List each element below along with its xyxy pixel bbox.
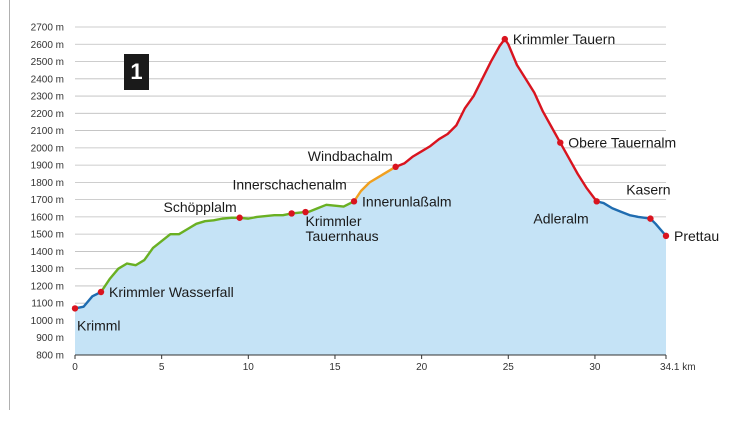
y-tick-label: 1100 m [31,299,64,310]
waypoint-label: Krimmler Tauern [513,31,615,47]
y-tick-label: 1900 m [31,161,64,172]
elevation-area [75,39,666,356]
x-tick-label: 0 [72,362,78,373]
route-segment-orange [352,165,397,203]
y-tick-label: 1400 m [31,247,64,258]
x-tick-label: 5 [159,362,165,373]
x-tick-label: 30 [589,362,601,373]
y-tick-label: 1200 m [31,281,64,292]
waypoint-label: Kasern [626,182,670,198]
y-tick-label: 1800 m [31,178,64,189]
waypoint-marker [71,305,79,312]
waypoint-label: Prettau [674,228,719,244]
page-left-rule [9,0,10,410]
waypoint-marker [350,198,358,205]
y-tick-label: 2300 m [31,92,64,103]
y-tick-label: 800 m [36,351,64,362]
y-tick-label: 2600 m [31,40,64,51]
stage-number-badge: 1 [124,54,149,90]
y-tick-label: 1500 m [31,230,64,241]
waypoint-label: Innerschachenalm [232,176,346,192]
y-tick-label: 2500 m [31,57,64,68]
x-tick-label: 25 [503,362,515,373]
y-tick-label: 1300 m [31,264,64,275]
y-tick-label: 2400 m [31,74,64,85]
waypoint-marker [302,208,309,216]
x-tick-label: 34.1 km [660,362,696,373]
y-tick-label: 2000 m [31,143,64,154]
waypoint-marker [662,232,670,240]
y-tick-label: 1000 m [31,316,64,327]
waypoint-marker [392,163,399,171]
waypoint-label: Krimml [77,317,121,333]
waypoint-label: Obere Tauernalm [568,135,676,151]
waypoint-marker [557,139,564,146]
y-tick-label: 2100 m [31,126,64,137]
route-segment-blue [595,200,668,238]
y-tick-label: 1600 m [31,212,64,223]
waypoint-label: Schöpplalm [163,199,236,215]
waypoint-marker [288,210,295,217]
waypoint-label: Adleralm [533,210,588,226]
waypoint-label: Innerunlaßalm [362,193,452,209]
waypoint-label: Windbachalm [308,148,393,164]
waypoint-marker [236,214,243,221]
y-tick-label: 1700 m [31,195,64,206]
waypoint-label: Tauernhaus [306,228,379,244]
route-segment-green [99,200,356,294]
waypoint-marker [501,35,509,43]
waypoint-label: Krimmler Wasserfall [109,284,234,300]
waypoint-marker [97,288,105,296]
y-tick-label: 2200 m [31,109,64,120]
waypoint-marker [647,215,654,222]
y-tick-label: 2700 m [31,23,64,34]
route-segment-blue [73,290,103,310]
x-tick-label: 10 [243,362,255,373]
y-tick-label: 900 m [36,333,64,344]
x-tick-label: 15 [329,362,341,373]
waypoint-marker [593,198,600,205]
x-tick-label: 20 [416,362,428,373]
waypoint-label: Krimmler [306,213,362,229]
